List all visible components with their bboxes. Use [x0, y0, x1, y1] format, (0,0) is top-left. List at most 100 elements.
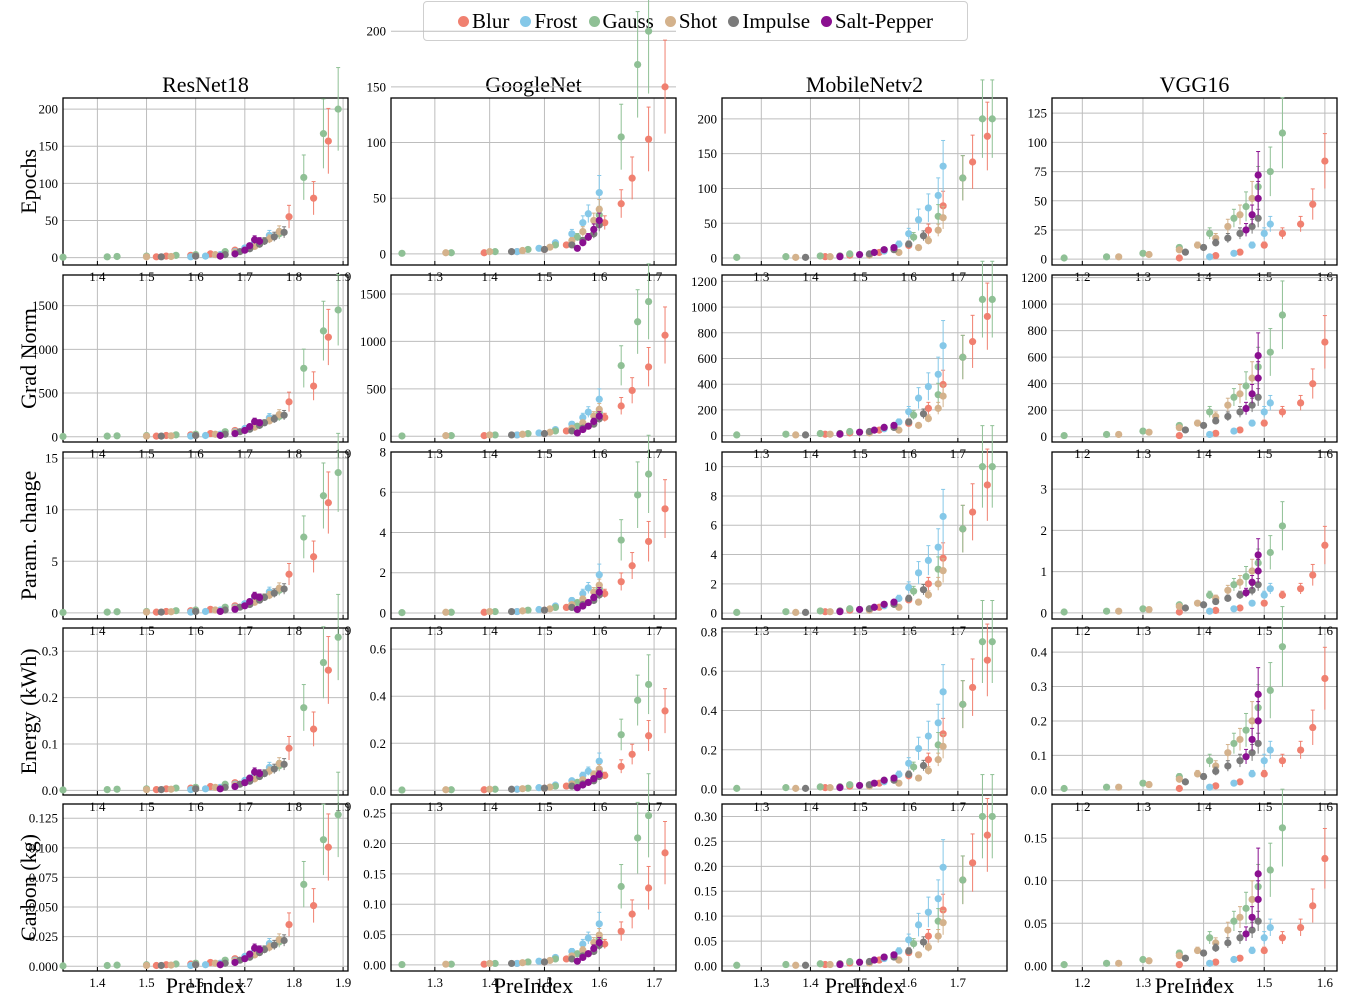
point-blur	[1309, 571, 1317, 579]
point-gauss	[1060, 784, 1068, 793]
point-frost	[584, 584, 592, 592]
point-impulse	[1181, 954, 1190, 962]
point-shot	[518, 607, 527, 615]
point-blur	[1278, 757, 1287, 765]
point-shot	[924, 591, 932, 599]
point-blur	[601, 413, 609, 422]
point-shot	[486, 607, 494, 616]
point-gauss	[959, 174, 967, 182]
y-tick-label: 25	[1034, 222, 1047, 237]
point-blur	[939, 554, 947, 562]
point-shot	[579, 946, 587, 954]
point-gauss	[1139, 955, 1147, 964]
point-shot	[486, 785, 494, 793]
subplot-frame	[390, 627, 677, 796]
point-gauss	[398, 786, 406, 794]
point-frost	[934, 719, 942, 727]
point-salt-pepper	[595, 588, 603, 596]
point-shot	[939, 392, 947, 400]
subplot-frame	[390, 451, 677, 620]
point-gauss	[978, 812, 987, 821]
point-blur	[644, 537, 653, 546]
point-frost	[914, 569, 923, 577]
point-frost	[1248, 241, 1256, 249]
point-blur	[310, 725, 318, 733]
point-blur	[617, 200, 625, 208]
point-impulse	[568, 603, 576, 612]
subplot-r4-c0: 1.4 1.5 1.6 1.7 1.8 1.9 0.000 0.025 0.050 0.075 0.…	[29, 771, 351, 990]
point-impulse	[157, 785, 165, 794]
point-gauss	[644, 470, 653, 478]
point-blur	[1212, 782, 1220, 790]
point-blur	[1260, 241, 1268, 249]
point-salt-pepper	[255, 419, 264, 427]
y-tick-label: 0.125	[29, 811, 58, 826]
point-shot	[934, 580, 942, 588]
point-impulse	[270, 941, 278, 949]
point-blur	[983, 481, 991, 489]
point-gauss	[733, 253, 741, 261]
point-impulse	[540, 784, 549, 792]
point-blur	[480, 786, 488, 794]
point-blur	[480, 608, 488, 616]
x-tick-label: 1.4	[1195, 975, 1212, 990]
subplot-frame	[1051, 803, 1338, 972]
point-gauss	[59, 962, 67, 970]
point-salt-pepper	[1254, 551, 1262, 559]
point-impulse	[192, 961, 200, 969]
point-frost	[1266, 923, 1274, 932]
point-frost	[905, 759, 913, 767]
y-tick-label: 4	[711, 547, 718, 562]
x-axis-label: PreIndex	[825, 973, 904, 998]
point-gauss	[910, 233, 918, 241]
point-frost	[595, 920, 603, 928]
y-tick-label: 0.6	[370, 642, 387, 657]
y-tick-label: 200	[1028, 403, 1048, 418]
point-salt-pepper	[255, 945, 264, 954]
point-blur	[601, 589, 609, 598]
point-blur	[324, 137, 332, 145]
y-tick-label: 0.0	[701, 782, 717, 797]
point-impulse	[1236, 591, 1244, 599]
point-gauss	[988, 295, 996, 304]
y-tick-label: 1000	[32, 342, 58, 357]
point-salt-pepper	[590, 944, 598, 953]
y-tick-label: 0.4	[1031, 645, 1048, 660]
column-title: VGG16	[1160, 72, 1230, 97]
point-blur	[1309, 380, 1317, 388]
y-tick-label: 0.2	[1031, 713, 1047, 728]
point-blur	[1212, 429, 1220, 437]
point-frost	[201, 252, 210, 260]
subplot-frame	[1051, 97, 1338, 266]
legend-label: Salt-Pepper	[835, 8, 934, 33]
point-blur	[617, 927, 625, 935]
point-impulse	[801, 784, 810, 792]
point-salt-pepper	[1248, 211, 1256, 219]
point-blur	[1297, 585, 1305, 593]
point-gauss	[103, 785, 111, 794]
y-tick-label: 5	[52, 554, 59, 569]
point-blur	[969, 683, 977, 692]
point-blur	[480, 432, 488, 440]
point-blur	[601, 219, 609, 227]
point-impulse	[1224, 939, 1232, 947]
point-gauss	[1060, 961, 1068, 969]
point-shot	[486, 431, 494, 439]
point-shot	[914, 244, 923, 252]
point-salt-pepper	[836, 784, 844, 792]
point-frost	[939, 688, 947, 696]
point-shot	[1236, 390, 1244, 398]
point-gauss	[398, 249, 406, 257]
point-blur	[480, 960, 488, 968]
point-shot	[1224, 749, 1232, 757]
point-gauss	[617, 133, 625, 141]
point-frost	[1230, 955, 1238, 964]
point-shot	[1175, 424, 1183, 432]
point-gauss	[1266, 866, 1274, 874]
point-gauss	[1139, 605, 1147, 613]
point-blur	[969, 508, 977, 516]
subplot-frame	[721, 274, 1008, 443]
